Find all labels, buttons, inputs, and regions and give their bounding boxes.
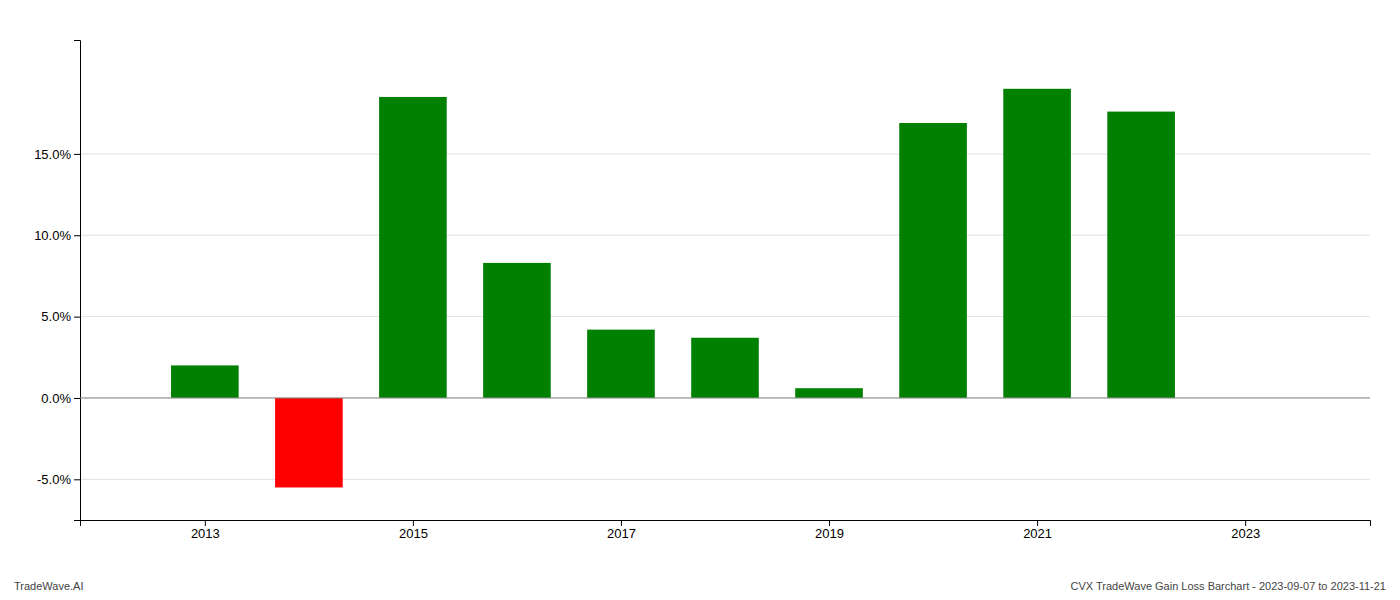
x-tick-mark <box>829 520 830 526</box>
x-tick: 2015 <box>399 520 428 541</box>
footer-text: TradeWave.AI <box>14 580 84 592</box>
y-axis: -5.0% 0.0% 5.0% 10.0% 15.0% <box>34 41 80 521</box>
bar <box>691 338 759 398</box>
bars <box>171 89 1175 488</box>
grid <box>80 154 1370 479</box>
x-tick-label: 2023 <box>1231 526 1260 541</box>
bar <box>1107 112 1175 398</box>
y-tick-label: 10.0% <box>34 228 71 243</box>
x-tick-mark <box>413 520 414 526</box>
y-tick-mark <box>74 317 80 318</box>
x-tick: 2019 <box>815 520 844 541</box>
x-tick-label: 2017 <box>607 526 636 541</box>
x-tick: 2021 <box>1023 520 1052 541</box>
y-tick-mark <box>74 398 80 399</box>
footer-text: CVX TradeWave Gain Loss Barchart - 2023-… <box>1070 580 1386 592</box>
x-tick-label: 2019 <box>815 526 844 541</box>
zero-line <box>80 397 1370 398</box>
bar <box>899 123 967 398</box>
bar <box>275 398 343 487</box>
grid-line <box>80 316 1370 317</box>
y-tick: 10.0% <box>34 228 80 243</box>
x-axis-line <box>81 521 1371 527</box>
x-tick-label: 2021 <box>1023 526 1052 541</box>
bar <box>795 388 863 398</box>
y-tick: 0.0% <box>41 391 80 406</box>
grid-line <box>80 479 1370 480</box>
y-tick-label: 0.0% <box>41 391 71 406</box>
x-tick-mark <box>205 520 206 526</box>
y-tick-mark <box>74 235 80 236</box>
grid-line <box>80 235 1370 236</box>
x-axis: 2013 2015 2017 2019 2021 2023 <box>81 520 1371 541</box>
footer: TradeWave.AI CVX TradeWave Gain Loss Barc… <box>14 580 1386 592</box>
bar <box>1003 89 1071 398</box>
x-tick-label: 2013 <box>191 526 220 541</box>
x-tick-mark <box>1245 520 1246 526</box>
y-axis-line <box>74 41 81 521</box>
y-tick-mark <box>74 479 80 480</box>
x-tick: 2013 <box>191 520 220 541</box>
chart-container: -5.0%0.0%5.0%10.0%15.0%20132015201720192… <box>0 0 1400 600</box>
y-tick: 5.0% <box>41 309 80 324</box>
bar <box>483 263 551 398</box>
y-tick: -5.0% <box>37 472 80 487</box>
x-tick: 2017 <box>607 520 636 541</box>
bar <box>379 97 447 398</box>
y-tick: 15.0% <box>34 147 80 162</box>
y-tick-mark <box>74 154 80 155</box>
grid-line <box>80 397 1370 398</box>
x-tick: 2023 <box>1231 520 1260 541</box>
bar <box>587 330 655 398</box>
y-tick-label: 5.0% <box>41 309 71 324</box>
x-tick-mark <box>621 520 622 526</box>
y-tick-label: -5.0% <box>37 472 71 487</box>
grid-line <box>80 153 1370 154</box>
x-tick-mark <box>1037 520 1038 526</box>
chart: -5.0%0.0%5.0%10.0%15.0%20132015201720192… <box>0 0 1400 600</box>
y-tick-label: 15.0% <box>34 147 71 162</box>
bar <box>171 365 239 398</box>
x-tick-label: 2015 <box>399 526 428 541</box>
